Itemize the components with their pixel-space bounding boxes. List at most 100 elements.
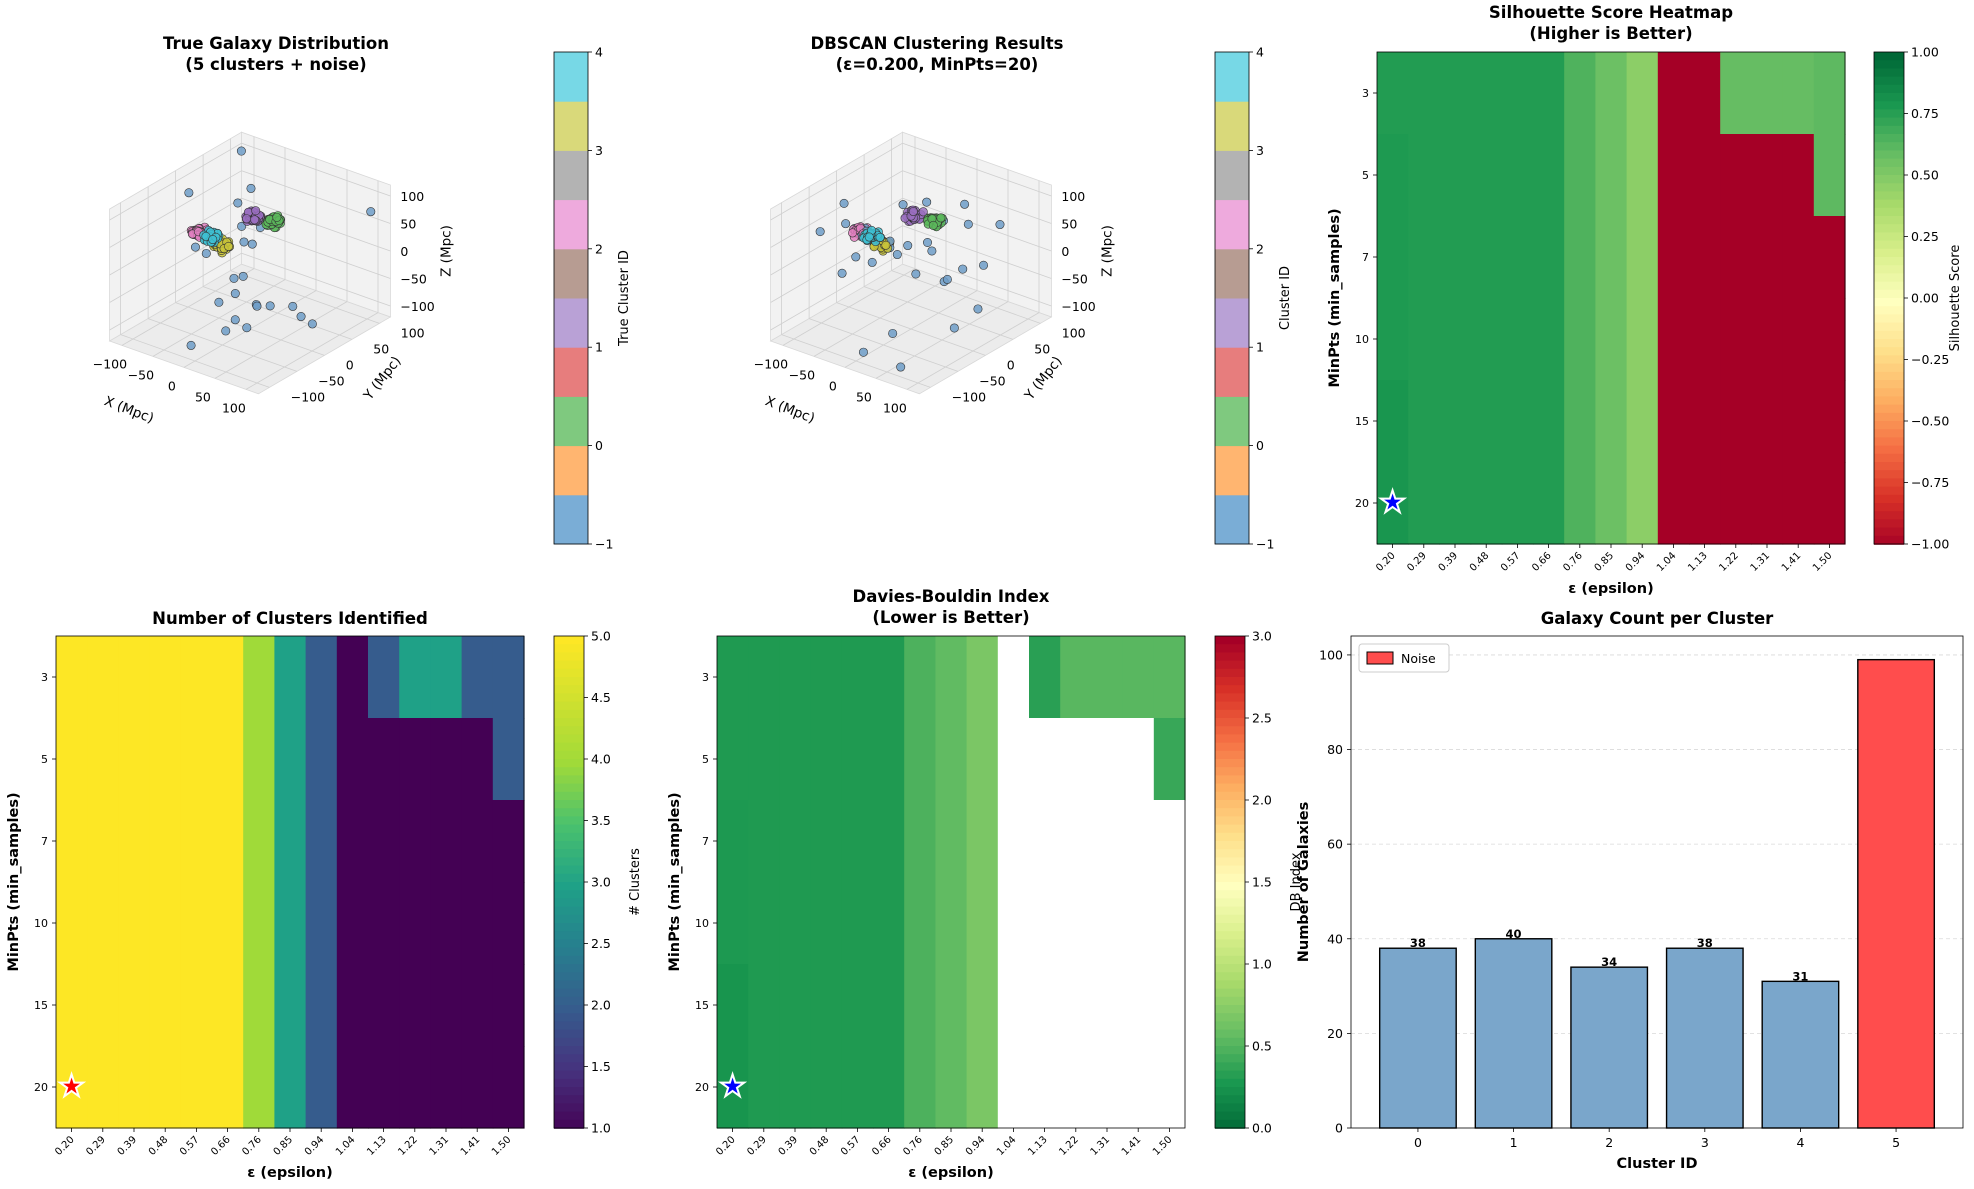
colorbar-tick-label: 0.00 (1911, 291, 1939, 306)
noise-point (242, 323, 252, 333)
y-tick-label: 5 (1362, 169, 1369, 182)
heatmap-cell (1533, 134, 1565, 217)
y-tick-label: −50 (318, 374, 344, 389)
cluster-4-point (875, 232, 885, 242)
colorbar-gradient-step (554, 1029, 584, 1039)
heatmap-cell (368, 718, 400, 801)
y-tick-label: 50 (1034, 342, 1050, 357)
bar-value-label: 31 (1792, 969, 1808, 983)
heatmap-cell (1122, 964, 1155, 1047)
y-tick-label: 7 (702, 835, 709, 848)
cluster-1-point (918, 207, 928, 217)
heatmap-cell (748, 800, 780, 883)
heatmap-cell (779, 718, 812, 801)
x-tick-label: 0.85 (272, 1134, 296, 1158)
chart-title-line-2: (ε=0.200, MinPts=20) (836, 55, 1039, 74)
chart-title-line-1: True Galaxy Distribution (163, 34, 389, 53)
heatmap-cell (997, 1046, 1030, 1129)
colorbar-gradient-step (1215, 914, 1245, 924)
heatmap-cell (904, 636, 936, 719)
heatmap-cell (1720, 380, 1752, 463)
y-tick-label: 100 (1319, 647, 1343, 662)
colorbar-tick-label: 2.0 (1252, 793, 1272, 808)
x-tick-label: 0 (829, 378, 837, 393)
heatmap-cell (399, 882, 431, 965)
colorbar-segment (1215, 396, 1249, 447)
noise-point (960, 199, 970, 209)
x-tick-label: 0.57 (839, 1134, 863, 1158)
heatmap-cell (274, 636, 307, 719)
noise-point (366, 207, 376, 217)
colorbar-tick-label: 1.00 (1911, 45, 1939, 60)
x-tick-label: −100 (754, 356, 788, 371)
x-axis-label: X (Mpc) (102, 393, 156, 426)
heatmap-cell (1533, 462, 1565, 545)
heatmap-cell (1060, 718, 1092, 801)
grid-line (109, 197, 242, 276)
heatmap-cell (492, 964, 525, 1047)
heatmap-cell (305, 882, 338, 965)
true-galaxy-distribution-chart: True Galaxy Distribution (5 clusters + no… (93, 34, 632, 552)
colorbar-segment (554, 101, 588, 151)
heatmap-cell (274, 964, 307, 1047)
colorbar-gradient-step (1874, 486, 1904, 496)
colorbar-gradient-step (1215, 1013, 1245, 1023)
heatmap-cell (180, 964, 213, 1047)
x-tick-label: 1.50 (490, 1134, 514, 1158)
colorbar-gradient-step (554, 931, 584, 941)
x-tick-label: 0.76 (1561, 550, 1585, 574)
colorbar-gradient-step (554, 1111, 584, 1121)
cluster-1-point (251, 206, 261, 216)
colorbar-tick-label: 3.0 (1252, 629, 1272, 644)
grid-line (770, 197, 903, 276)
colorbar-gradient-step (554, 988, 584, 998)
colorbar-tick-label: −0.50 (1911, 414, 1949, 429)
colorbar-gradient-step (1215, 660, 1245, 670)
heatmap-cell (243, 636, 275, 719)
colorbar-gradient-step (1215, 890, 1245, 900)
heatmap-cell (368, 636, 400, 719)
bar-value-label: 38 (1410, 936, 1426, 950)
heatmap-cell (149, 718, 182, 801)
noise-point (942, 274, 952, 284)
colorbar-gradient-step (1874, 216, 1904, 225)
colorbar-gradient-step (554, 1078, 584, 1088)
noise-point (837, 268, 847, 278)
y-tick-label: 20 (34, 1081, 48, 1094)
y-tick-label: 20 (1327, 1026, 1343, 1041)
heatmap-cell (1060, 1046, 1092, 1129)
heatmap-cell (1626, 380, 1659, 463)
colorbar-gradient-step (554, 1103, 584, 1113)
davies-bouldin-index-heatmap: Davies-Bouldin Index (Lower is Better) 0.2… (667, 587, 1304, 1181)
colorbar-gradient-step (1874, 462, 1904, 471)
heatmap-cell (810, 882, 843, 965)
noise-point (307, 319, 317, 329)
colorbar-gradient-step (1874, 109, 1904, 119)
colorbar-segment (1215, 494, 1249, 545)
chart-title-line-2: (5 clusters + noise) (185, 55, 366, 74)
y-axis-label: MinPts (min_samples) (667, 792, 683, 971)
heatmap-cell (1813, 462, 1846, 545)
x-tick-label: 1.13 (1026, 1134, 1050, 1158)
heatmap-cell (399, 718, 431, 801)
x-tick-label: 1.41 (459, 1134, 483, 1158)
y-tick-label: 10 (695, 917, 709, 930)
x-tick-label: 0 (168, 378, 176, 393)
heatmap-cell (904, 800, 936, 883)
heatmap-cell (1595, 298, 1628, 381)
heatmap-cell (1439, 298, 1472, 381)
plot-frame (1350, 635, 1964, 1129)
z-tick-label: 50 (1061, 217, 1077, 232)
heatmap-cell (1751, 462, 1784, 545)
heatmap-cell (1153, 1046, 1186, 1129)
heatmap-cell (1501, 52, 1534, 135)
cluster-4-point (208, 235, 218, 245)
colorbar-tick-label: 1.5 (591, 1059, 611, 1074)
x-tick-label: 0.66 (870, 1134, 894, 1158)
heatmap-cell (935, 1046, 968, 1129)
x-tick-label: 1.22 (1717, 550, 1741, 574)
colorbar-gradient-step (554, 857, 584, 867)
heatmap-cell (1720, 52, 1752, 135)
y-tick-label: 100 (401, 326, 425, 341)
colorbar-gradient-step (554, 742, 584, 752)
